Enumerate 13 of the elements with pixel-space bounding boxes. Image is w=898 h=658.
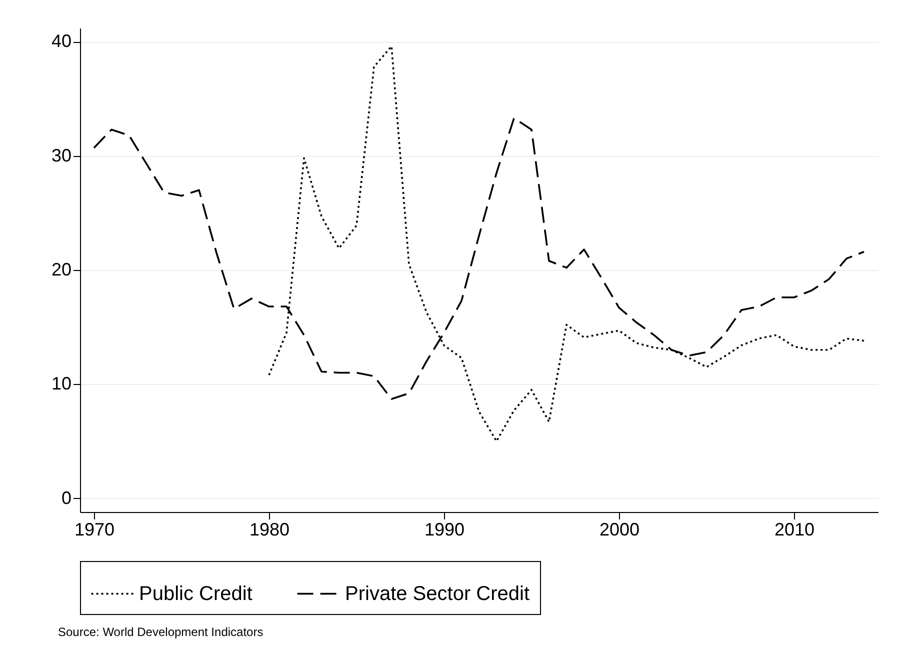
x-tick-label: 2010: [774, 520, 815, 540]
y-tick-label: 40: [51, 31, 72, 52]
legend-label: Public Credit: [139, 582, 253, 605]
y-tick-label: 0: [61, 488, 72, 508]
x-tick-label: 2000: [599, 520, 640, 540]
y-tick-label: 10: [51, 374, 72, 394]
y-tick-label: 30: [51, 145, 72, 166]
source-note: Source: World Development Indicators: [58, 625, 264, 639]
x-tick-label: 1970: [74, 520, 115, 540]
legend-label: Private Sector Credit: [345, 582, 530, 605]
y-tick-label: 20: [51, 260, 72, 280]
x-tick-label: 1990: [424, 520, 465, 540]
x-tick-label: 1980: [249, 520, 290, 540]
